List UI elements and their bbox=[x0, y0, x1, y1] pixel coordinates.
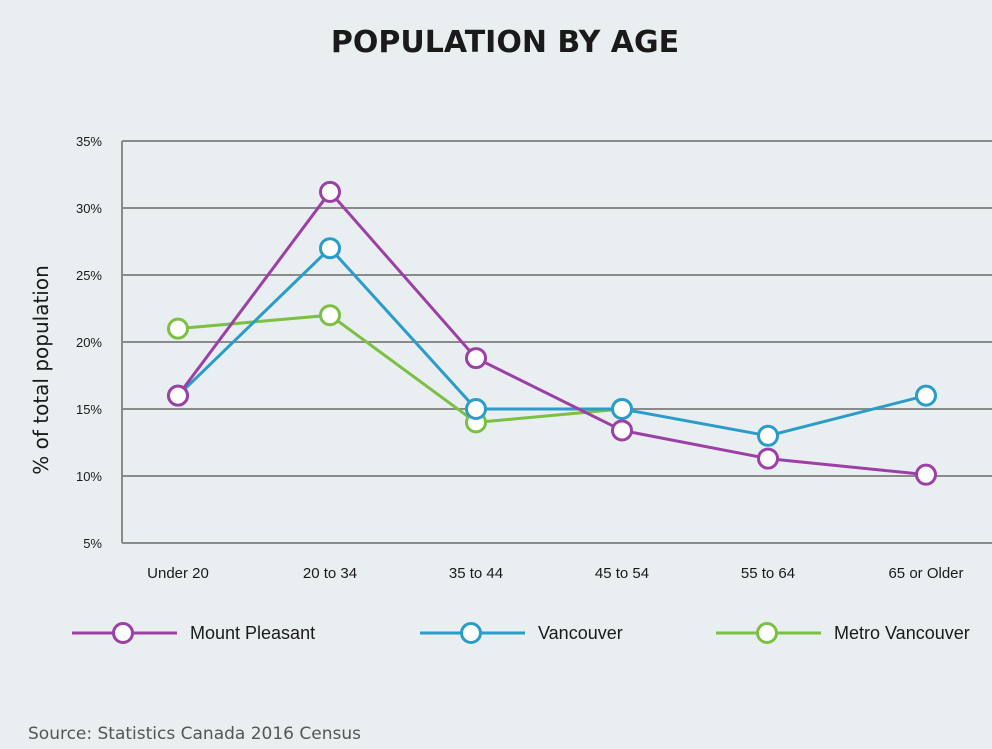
y-tick-label: 25% bbox=[76, 268, 102, 283]
legend-item: Mount Pleasant bbox=[72, 622, 315, 644]
legend-marker bbox=[756, 622, 778, 644]
y-tick-label: 15% bbox=[76, 402, 102, 417]
data-point bbox=[167, 317, 189, 340]
data-point bbox=[465, 347, 487, 370]
legend-label: Vancouver bbox=[538, 623, 623, 643]
data-point bbox=[611, 419, 633, 442]
series-line bbox=[176, 246, 927, 438]
series-mount-pleasant bbox=[167, 180, 937, 486]
x-axis-ticks: Under 20 20 to 34 35 to 44 45 to 54 55 to 64… bbox=[147, 565, 963, 582]
legend: Mount Pleasant Vancouver Metro Vancouver bbox=[72, 622, 970, 644]
source-note: Source: Statistics Canada 2016 Census bbox=[28, 724, 361, 744]
y-tick-label: 5% bbox=[83, 536, 102, 551]
x-tick-label: 65 or Older bbox=[888, 565, 963, 582]
data-point bbox=[167, 384, 189, 407]
legend-marker bbox=[460, 622, 482, 644]
y-tick-label: 30% bbox=[76, 201, 102, 216]
y-tick-label: 10% bbox=[76, 469, 102, 484]
data-point bbox=[319, 180, 341, 203]
data-point bbox=[319, 304, 341, 327]
x-tick-label: 35 to 44 bbox=[449, 565, 503, 582]
data-point bbox=[611, 398, 633, 420]
y-tick-label: 20% bbox=[76, 335, 102, 350]
chart-title: POPULATION BY AGE bbox=[331, 25, 679, 60]
legend-label: Mount Pleasant bbox=[190, 623, 315, 643]
y-tick-label: 35% bbox=[76, 134, 102, 149]
data-point bbox=[319, 237, 341, 260]
data-point bbox=[915, 384, 937, 407]
data-point bbox=[757, 447, 779, 470]
data-point bbox=[915, 463, 937, 486]
grid bbox=[121, 140, 992, 544]
y-axis-ticks: 5% 10% 15% 20% 25% 30% 35% bbox=[76, 134, 102, 551]
legend-item: Metro Vancouver bbox=[716, 622, 970, 644]
legend-marker bbox=[112, 622, 134, 644]
y-axis-label: % of total population bbox=[29, 265, 53, 475]
series-line bbox=[176, 189, 927, 477]
legend-label: Metro Vancouver bbox=[834, 623, 970, 643]
data-point bbox=[757, 424, 779, 447]
series-group bbox=[167, 180, 937, 486]
x-tick-label: 20 to 34 bbox=[303, 565, 357, 582]
x-tick-label: 45 to 54 bbox=[595, 565, 649, 582]
x-tick-label: Under 20 bbox=[147, 565, 209, 582]
legend-item: Vancouver bbox=[420, 622, 623, 644]
data-point bbox=[465, 398, 487, 420]
x-tick-label: 55 to 64 bbox=[741, 565, 795, 582]
